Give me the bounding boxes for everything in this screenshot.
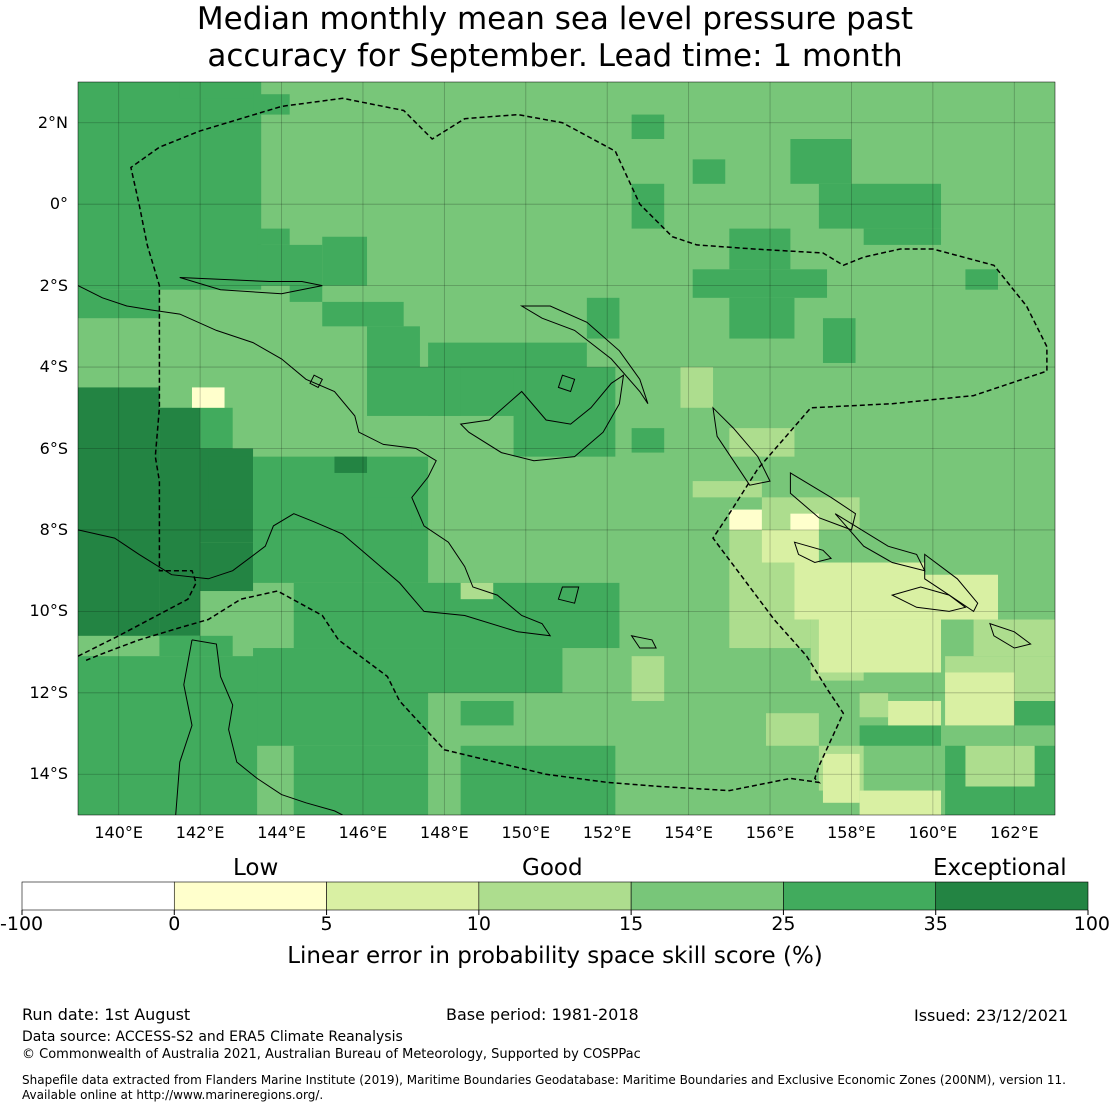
latitude-tick-label: 0° [49, 194, 68, 214]
legend-swatch [783, 881, 937, 911]
coastlines [78, 277, 1032, 815]
legend-tick-label: 100 [1073, 913, 1110, 935]
latitude-tick-label: 8°S [39, 519, 68, 539]
legend-tick-label: 25 [771, 913, 796, 935]
skill-score-cells [78, 82, 1055, 815]
legend-swatch [630, 881, 784, 911]
map-title-line-1: Median monthly mean sea level pressure p… [196, 1, 914, 37]
latitude-tick-label: 4°S [39, 357, 68, 377]
longitude-tick-label: 156°E [745, 823, 795, 842]
legend-tick-label: 35 [923, 913, 948, 935]
legend-category-low: Low [233, 855, 279, 881]
map-gridlines [78, 82, 1055, 815]
legend-swatch [478, 881, 632, 911]
legend-swatch [326, 881, 480, 911]
longitude-tick-label: 144°E [257, 823, 306, 842]
map-title-line-2: accuracy for September. Lead time: 1 mon… [207, 38, 903, 74]
longitude-tick-label: 140°E [94, 823, 144, 842]
shapefile-credit-line-1: Shapefile data extracted from Flanders M… [22, 1073, 1066, 1087]
latitude-tick-label: 10°S [29, 601, 68, 621]
issued-date: Issued: 23/12/2021 [914, 1006, 1069, 1025]
legend-swatch [21, 881, 175, 911]
latitude-tick-label: 2°S [39, 275, 68, 295]
shapefile-credit-line-2: Available online at http://www.marinereg… [22, 1088, 324, 1102]
latitude-tick-label: 6°S [39, 438, 68, 458]
eez-boundary [78, 97, 1048, 792]
legend-tick-label: -100 [0, 913, 44, 935]
legend-swatch [173, 881, 327, 911]
base-period: Base period: 1981-2018 [446, 1005, 639, 1024]
latitude-tick-label: 12°S [29, 682, 68, 702]
data-source: Data source: ACCESS-S2 and ERA5 Climate … [22, 1029, 403, 1045]
longitude-tick-label: 158°E [827, 823, 876, 842]
run-date: Run date: 1st August [22, 1005, 191, 1024]
longitude-tick-label: 152°E [582, 823, 632, 842]
longitude-tick-label: 154°E [664, 823, 713, 842]
longitude-tick-label: 148°E [420, 823, 469, 842]
latitude-tick-label: 2°N [37, 112, 68, 132]
legend-tick-label: 5 [320, 913, 333, 935]
longitude-tick-label: 162°E [989, 823, 1039, 842]
legend-axis-label: Linear error in probability space skill … [287, 943, 823, 969]
longitude-tick-label: 146°E [338, 823, 388, 842]
latitude-tick-label: 14°S [29, 764, 68, 784]
legend-swatch [935, 881, 1089, 911]
longitude-tick-label: 150°E [501, 823, 551, 842]
legend-tick-label: 0 [168, 913, 181, 935]
copyright: © Commonwealth of Australia 2021, Austra… [22, 1047, 641, 1062]
longitude-tick-label: 160°E [908, 823, 958, 842]
legend-colorbar [21, 881, 1089, 915]
legend-category-good: Good [522, 855, 583, 881]
longitude-tick-label: 142°E [175, 823, 225, 842]
legend-category-exceptional: Exceptional [933, 855, 1067, 881]
map-frame [77, 81, 1056, 816]
legend-tick-label: 10 [466, 913, 491, 935]
legend-tick-label: 15 [619, 913, 644, 935]
